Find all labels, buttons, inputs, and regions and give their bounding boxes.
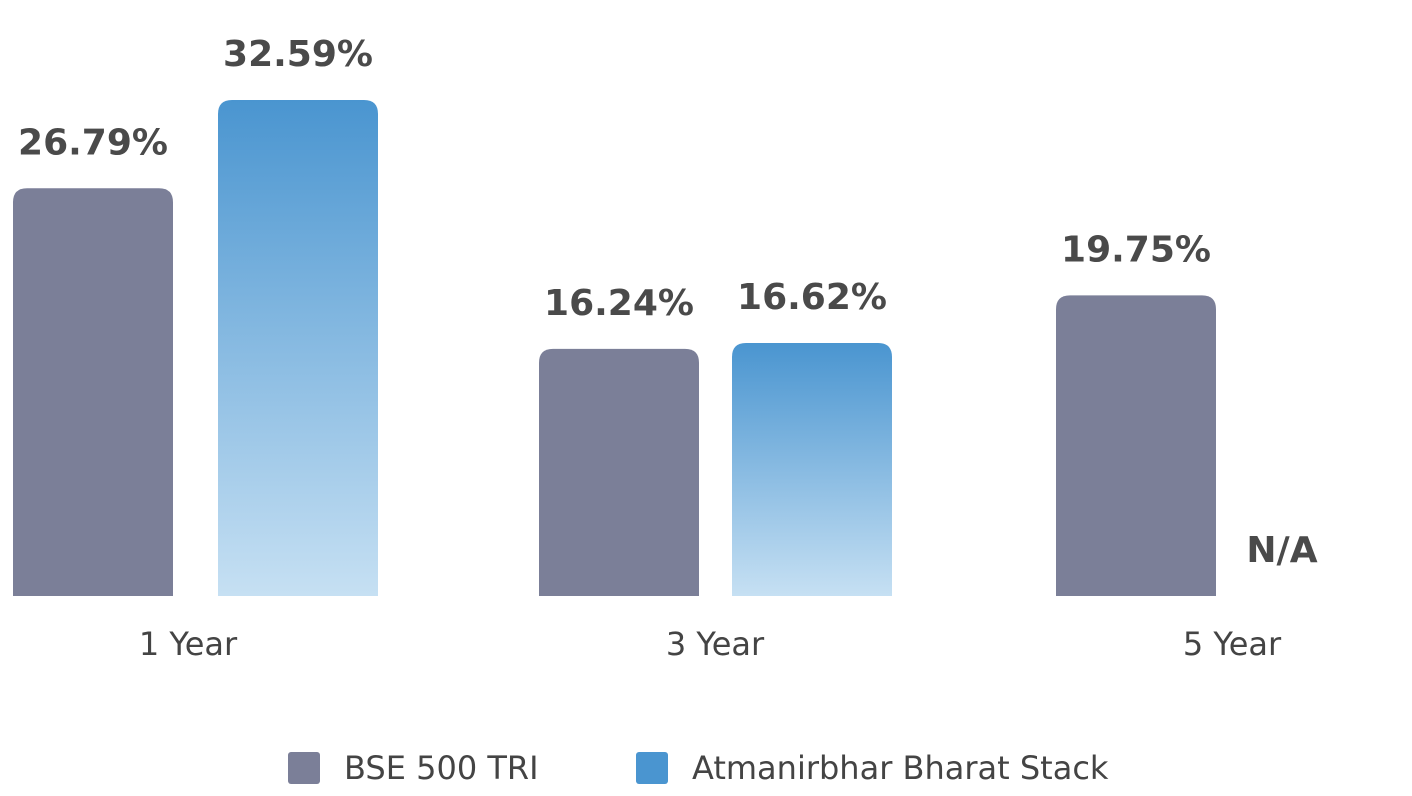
bar-bse-3-year xyxy=(539,348,699,596)
bar-bse-1-year xyxy=(13,188,173,597)
legend: BSE 500 TRI Atmanirbhar Bharat Stack xyxy=(288,749,1109,787)
category-label-1-year: 1 Year xyxy=(139,625,238,663)
legend-swatch-atmanirbhar-bharat-stack xyxy=(636,752,668,784)
bar-abs-3-year xyxy=(732,343,892,596)
category-label-5-year: 5 Year xyxy=(1183,625,1282,663)
legend-label-bse-500-tri: BSE 500 TRI xyxy=(344,749,539,787)
category-label-3-year: 3 Year xyxy=(666,625,765,663)
legend-swatch-bse-500-tri xyxy=(288,752,320,784)
x-axis-tick-labels: 1 Year 3 Year 5 Year xyxy=(139,625,1282,663)
value-label-abs-1-year: 32.59% xyxy=(223,34,373,75)
value-label-abs-5-year-na: N/A xyxy=(1246,530,1317,571)
bar-bse-5-year xyxy=(1056,295,1216,596)
value-label-bse-1-year: 26.79% xyxy=(18,122,168,163)
plot-area: 26.79% 32.59% 16.24% 16.62% 19.75% N/A xyxy=(13,34,1318,597)
value-label-bse-3-year: 16.24% xyxy=(544,283,694,324)
legend-label-atmanirbhar-bharat-stack: Atmanirbhar Bharat Stack xyxy=(692,749,1109,787)
bar-abs-1-year xyxy=(218,100,378,596)
value-label-bse-5-year: 19.75% xyxy=(1061,229,1211,270)
value-label-abs-3-year: 16.62% xyxy=(737,277,887,318)
